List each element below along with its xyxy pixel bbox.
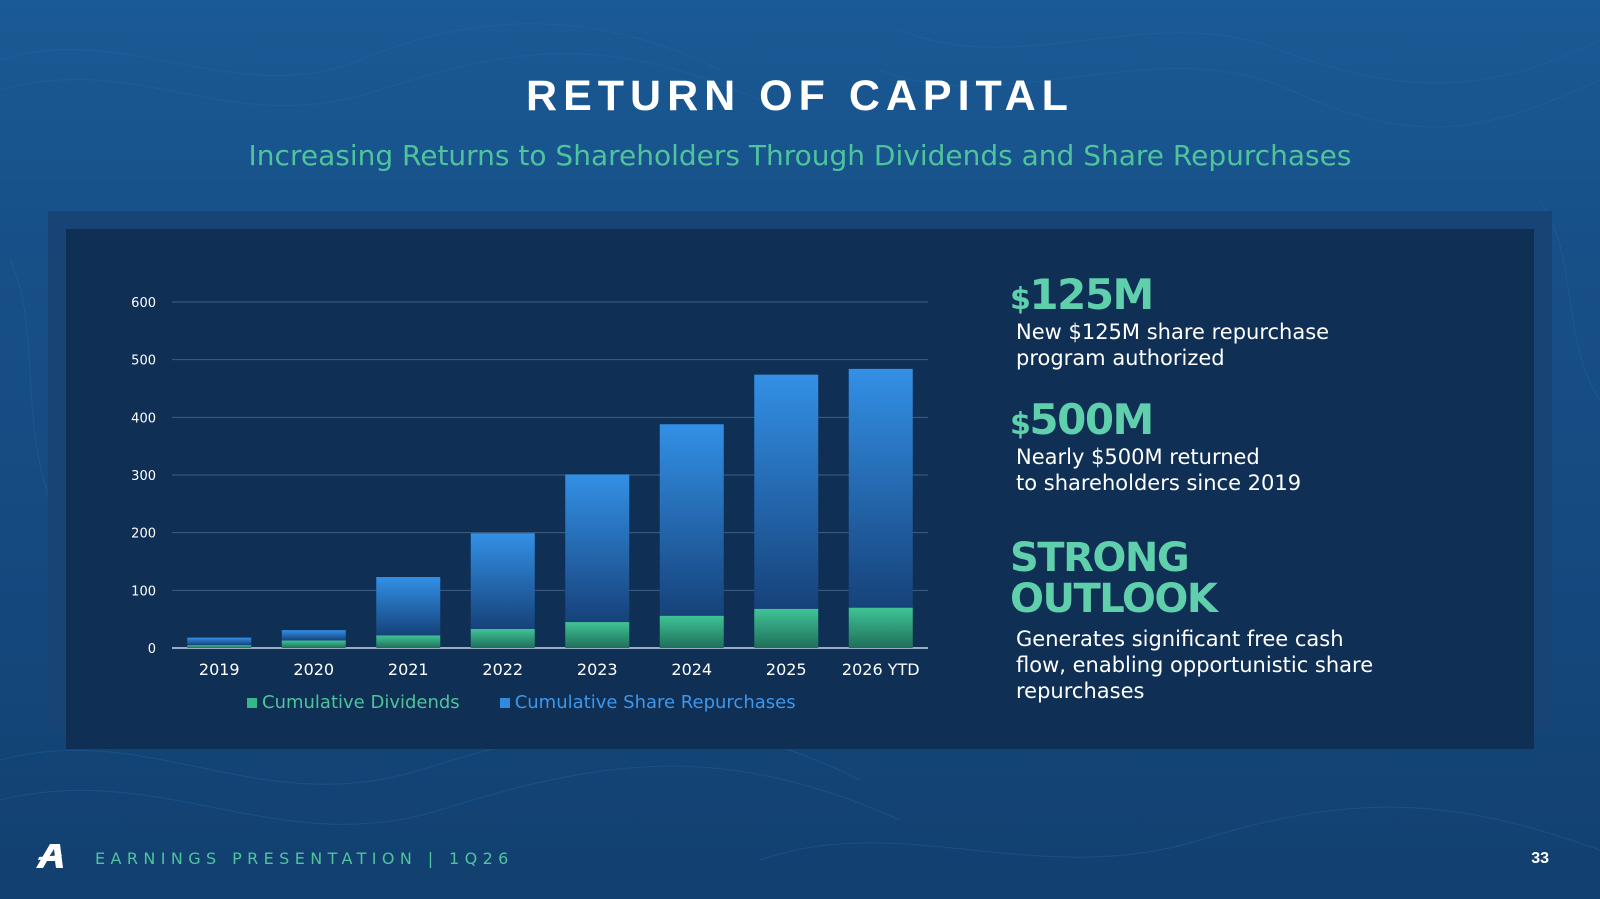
- bar-repurchases: [848, 368, 913, 608]
- x-tick-label: 2025: [766, 660, 807, 679]
- y-tick-label: 200: [131, 527, 156, 542]
- outlook-heading: STRONG OUTLOOK: [1010, 535, 1218, 622]
- bar-dividends: [659, 615, 724, 648]
- x-tick-label: 2019: [199, 660, 240, 679]
- bar-repurchases: [470, 533, 535, 629]
- legend-swatch-repurchases: [499, 697, 510, 708]
- bar-dividends: [848, 607, 913, 648]
- stat-value: $500M: [1010, 395, 1154, 444]
- company-logo-icon: [36, 844, 63, 868]
- x-tick-label: 2023: [577, 660, 618, 679]
- bar-dividends: [565, 622, 630, 648]
- bar-repurchases: [754, 374, 819, 609]
- stat-description: Nearly $500M returned to shareholders si…: [1016, 445, 1302, 495]
- footer-presentation-label: EARNINGS PRESENTATION | 1Q26: [95, 849, 514, 868]
- bar-repurchases: [376, 577, 441, 636]
- y-tick-label: 400: [131, 411, 156, 426]
- x-tick-label: 2024: [671, 660, 712, 679]
- bar-dividends: [754, 608, 819, 648]
- x-tick-label: 2020: [293, 660, 334, 679]
- y-tick-label: 600: [131, 296, 156, 311]
- bar-dividends: [376, 635, 441, 648]
- chart-legend: Cumulative Dividends Cumulative Share Re…: [247, 692, 836, 713]
- bar-repurchases: [187, 637, 252, 646]
- bar-repurchases: [565, 474, 630, 623]
- y-tick-label: 100: [131, 584, 156, 599]
- legend-item-repurchases: Cumulative Share Repurchases: [499, 692, 796, 713]
- stat-repurchase-program: $125M New $125M share repurchase program…: [1010, 270, 1329, 371]
- stat-description: New $125M share repurchase program autho…: [1016, 320, 1330, 370]
- bar-repurchases: [281, 630, 346, 641]
- legend-swatch-dividends: [247, 697, 257, 708]
- stat-outlook: STRONG OUTLOOK Generates significant fre…: [1010, 538, 1373, 704]
- y-tick-label: 0: [148, 642, 156, 657]
- stat-returned-capital: $500M Nearly $500M returned to sharehold…: [1010, 395, 1301, 496]
- y-tick-label: 300: [131, 469, 156, 484]
- y-tick-label: 500: [131, 354, 156, 369]
- page-number: 33: [1531, 850, 1549, 867]
- outlook-description: Generates significant free cash flow, en…: [1016, 627, 1374, 703]
- legend-label-repurchases: Cumulative Share Repurchases: [514, 692, 796, 713]
- bar-repurchases: [659, 424, 724, 616]
- slide-subtitle: Increasing Returns to Shareholders Throu…: [248, 139, 1352, 172]
- bar-dividends: [187, 645, 252, 648]
- bar-dividends: [470, 628, 535, 648]
- x-tick-label: 2026 YTD: [842, 660, 920, 679]
- x-tick-label: 2021: [388, 660, 429, 679]
- return-of-capital-chart: 0 100 200 300 400 500 600 2019 2020 2021 2022 2023 2…: [131, 296, 928, 679]
- x-tick-label: 2022: [482, 660, 523, 679]
- legend-item-dividends: Cumulative Dividends: [247, 692, 460, 713]
- legend-label-dividends: Cumulative Dividends: [262, 692, 460, 713]
- bar-dividends: [281, 640, 346, 648]
- stat-value: $125M: [1010, 270, 1154, 319]
- slide-title: RETURN OF CAPITAL: [526, 72, 1074, 120]
